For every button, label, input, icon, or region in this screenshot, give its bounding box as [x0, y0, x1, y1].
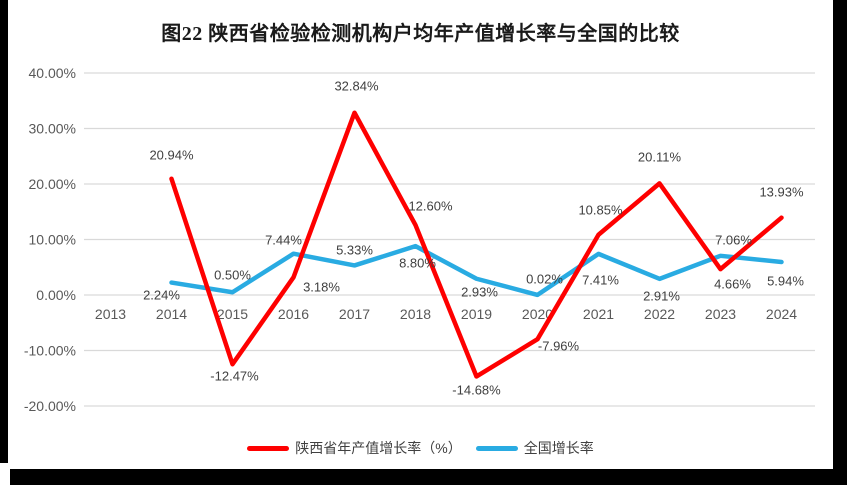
- x-axis-tick-label: 2020: [522, 306, 553, 322]
- data-label-national-2016: 7.44%: [265, 232, 302, 248]
- y-axis-tick-label: 10.00%: [29, 232, 76, 248]
- legend-item-national: 全国增长率: [475, 438, 594, 458]
- data-label-national-2021: 7.41%: [582, 272, 619, 288]
- data-label-shaanxi-2014: 20.94%: [149, 147, 194, 163]
- x-axis-tick-label: 2016: [278, 306, 309, 322]
- y-axis-tick-label: 30.00%: [29, 121, 76, 137]
- data-label-shaanxi-2016: 3.18%: [303, 279, 340, 295]
- data-label-national-2020: 0.02%: [526, 271, 563, 287]
- data-label-national-2022: 2.91%: [643, 288, 680, 304]
- chart-title: 图22 陕西省检验检测机构户均年产值增长率与全国的比较: [161, 23, 680, 45]
- data-label-national-2019: 2.93%: [461, 284, 498, 300]
- series-line-national: [169, 243, 784, 298]
- data-label-national-2014: 2.24%: [143, 287, 180, 303]
- x-axis-tick-label: 2017: [339, 306, 370, 322]
- data-label-national-2018: 8.80%: [399, 255, 436, 271]
- x-axis-tick-label: 2013: [95, 306, 126, 322]
- chart-legend: 陕西省年产值增长率（%） 全国增长率: [8, 437, 833, 459]
- data-label-shaanxi-2020: -7.96%: [537, 338, 580, 354]
- y-axis-tick-label: 0.00%: [36, 287, 76, 303]
- data-label-shaanxi-2015: -12.47%: [210, 368, 259, 384]
- y-axis-tick-label: -10.00%: [24, 343, 76, 359]
- series-line-shaanxi: [169, 110, 784, 379]
- x-axis-tick-label: 2019: [461, 306, 492, 322]
- shaanxi-line-marker-icon: [247, 445, 290, 451]
- x-axis-tick-label: 2024: [766, 306, 797, 322]
- data-label-shaanxi-2017: 32.84%: [334, 78, 379, 94]
- legend-label-national: 全国增长率: [523, 440, 594, 456]
- y-axis-tick-label: 40.00%: [29, 65, 76, 81]
- data-label-shaanxi-2019: -14.68%: [452, 382, 501, 398]
- data-label-shaanxi-2018: 12.60%: [408, 198, 453, 214]
- legend-item-shaanxi: 陕西省年产值增长率（%）: [247, 438, 462, 458]
- x-axis-tick-label: 2023: [705, 306, 736, 322]
- y-axis-tick-label: 20.00%: [29, 176, 76, 192]
- y-axis-tick-label: -20.00%: [24, 398, 76, 414]
- data-label-national-2023: 7.06%: [715, 232, 752, 248]
- x-axis-tick-label: 2021: [583, 306, 614, 322]
- data-label-national-2024: 5.94%: [767, 273, 804, 289]
- data-label-national-2015: 0.50%: [214, 267, 251, 283]
- data-label-shaanxi-2023: 4.66%: [714, 276, 751, 292]
- screenshot-border-left: [0, 0, 8, 463]
- x-axis-tick-label: 2018: [400, 306, 431, 322]
- data-label-shaanxi-2021: 10.85%: [578, 202, 623, 218]
- data-label-shaanxi-2022: 20.11%: [637, 149, 682, 165]
- x-axis-tick-label: 2014: [156, 306, 187, 322]
- screenshot-border-right: [833, 0, 847, 485]
- screenshot-border-bottom: [10, 469, 847, 485]
- national-line-marker-icon: [475, 445, 518, 451]
- data-label-national-2017: 5.33%: [336, 242, 373, 258]
- data-label-shaanxi-2024: 13.93%: [759, 184, 804, 200]
- x-axis-tick-label: 2015: [217, 306, 248, 322]
- x-axis-tick-label: 2022: [644, 306, 675, 322]
- legend-label-shaanxi: 陕西省年产值增长率（%）: [295, 440, 462, 456]
